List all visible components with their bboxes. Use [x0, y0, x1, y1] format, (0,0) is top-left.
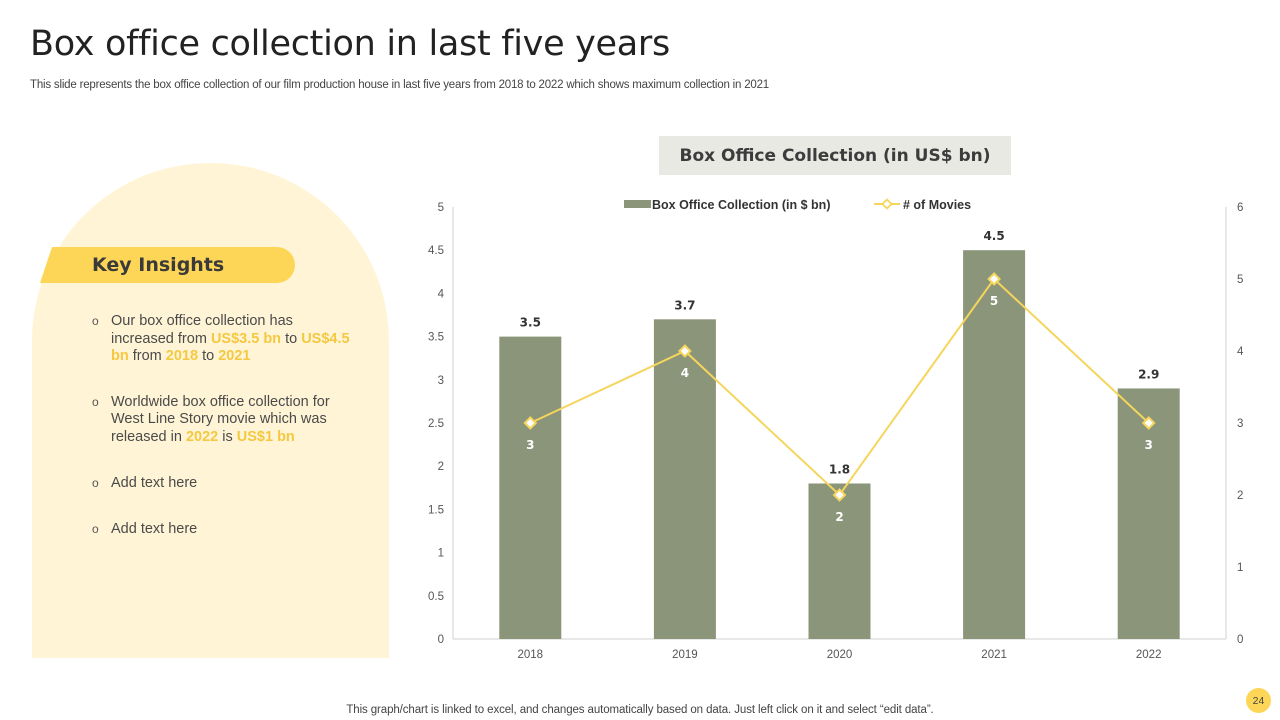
bar-data-label: 2.9	[1138, 367, 1159, 381]
bar-data-label: 4.5	[983, 229, 1004, 243]
y2-tick-label: 5	[1237, 274, 1243, 286]
insight-highlight: US$3.5 bn	[210, 330, 282, 347]
y-tick-label: 1	[438, 548, 444, 560]
chart-title: Box Office Collection (in US$ bn)	[659, 136, 1011, 175]
y-tick-label: 3.5	[428, 332, 444, 344]
page-subtitle: This slide represents the box office col…	[30, 79, 769, 91]
insight-highlight: 2018	[165, 348, 199, 364]
line-marker	[523, 416, 538, 430]
y-tick-label: 4.5	[428, 245, 444, 257]
bar	[653, 319, 716, 639]
line-marker	[677, 344, 692, 358]
insight-item: o Worldwide box office collection for We…	[92, 394, 352, 447]
bar	[963, 250, 1026, 639]
insights-panel	[32, 163, 389, 658]
bar-data-label: 3.7	[674, 298, 695, 312]
insight-item: o Our box office collection has increase…	[92, 313, 352, 366]
y-tick-label: 4	[438, 288, 445, 300]
insight-text: to	[198, 348, 219, 364]
x-tick-label: 2022	[1136, 649, 1162, 661]
bullet-marker: o	[92, 394, 99, 409]
footer-note: This graph/chart is linked to excel, and…	[346, 704, 934, 716]
line-marker	[987, 272, 1002, 286]
y-tick-label: 3	[438, 375, 444, 387]
insight-text: Worldwide box office collection for West…	[111, 393, 330, 445]
line-data-label: 2	[835, 510, 843, 524]
y-tick-label: 1.5	[428, 504, 444, 516]
insight-text: is	[218, 428, 237, 445]
y2-tick-label: 0	[1237, 634, 1243, 646]
y2-tick-label: 4	[1237, 346, 1244, 358]
y-tick-label: 0.5	[428, 591, 444, 603]
y2-tick-label: 2	[1237, 490, 1243, 502]
insight-highlight: US$1 bn	[236, 428, 295, 445]
insights-tab	[40, 247, 295, 283]
insight-item: o Add text here	[92, 521, 352, 539]
bar	[808, 483, 871, 639]
insight-highlight: 2021	[218, 348, 251, 364]
insight-highlight: US$4.5 bn	[111, 330, 350, 365]
line-data-label: 3	[1145, 438, 1153, 452]
insight-text: to	[281, 330, 302, 347]
insight-item: o Add text here	[92, 475, 352, 493]
line-marker	[1141, 416, 1156, 430]
y-tick-label: 5	[438, 202, 444, 214]
x-tick-label: 2021	[981, 649, 1007, 661]
y-tick-label: 0	[438, 634, 444, 646]
bullet-marker: o	[92, 476, 99, 490]
insight-text: from	[128, 348, 166, 364]
legend-line-marker	[881, 198, 893, 210]
y2-tick-label: 6	[1237, 202, 1243, 214]
y-tick-label: 2	[438, 461, 444, 473]
bar-data-label: 1.8	[829, 462, 850, 476]
page-number: 24	[1246, 688, 1271, 713]
y2-tick-label: 3	[1237, 418, 1243, 430]
bar-data-label: 3.5	[520, 316, 541, 330]
bullet-marker: o	[92, 522, 99, 536]
insight-text: Add text here	[111, 475, 198, 491]
x-tick-label: 2019	[672, 649, 698, 661]
bullet-marker: o	[92, 314, 99, 328]
bar	[1117, 388, 1180, 639]
x-tick-label: 2020	[827, 649, 853, 661]
insights-heading: Key Insights	[92, 254, 225, 276]
line-data-label: 4	[681, 366, 689, 380]
line-data-label: 5	[990, 294, 998, 308]
line-data-label: 3	[526, 438, 534, 452]
insight-highlight: 2022	[185, 428, 219, 445]
legend-line-label: # of Movies	[903, 198, 971, 212]
line-marker	[832, 488, 847, 502]
insight-text: Our box office collection has increased …	[111, 313, 293, 347]
insights-list: o Our box office collection has increase…	[92, 313, 352, 539]
y2-tick-label: 1	[1237, 562, 1243, 574]
legend-bar-label: Box Office Collection (in $ bn)	[652, 198, 830, 212]
insight-text: Add text here	[111, 521, 198, 537]
legend-bar-swatch	[624, 200, 651, 208]
x-tick-label: 2018	[518, 649, 544, 661]
bar	[499, 336, 562, 639]
y-tick-label: 2.5	[428, 418, 444, 430]
page-title: Box office collection in last five years	[30, 24, 670, 64]
